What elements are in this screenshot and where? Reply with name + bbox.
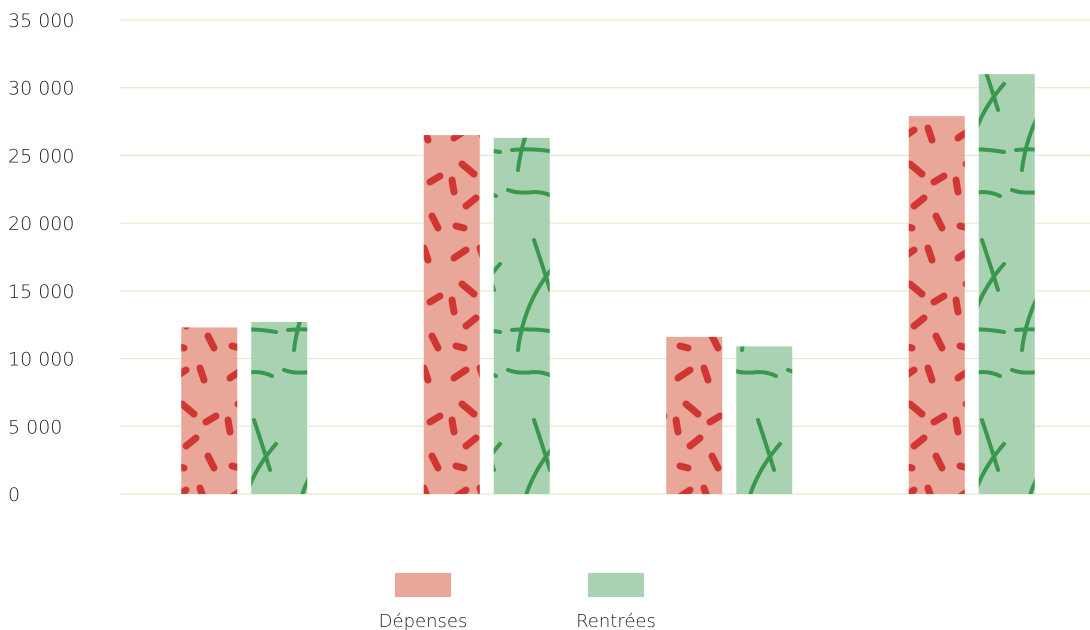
legend-label: Dépenses: [379, 611, 468, 630]
y-tick-label: 35 000: [8, 10, 74, 32]
legend-swatch: [588, 573, 644, 597]
bar-depenses: [423, 135, 480, 494]
y-tick-label: 0: [8, 484, 20, 506]
bar-depenses: [666, 336, 723, 494]
legend-label: Rentrées: [576, 611, 656, 630]
bar-rentrees: [978, 74, 1035, 495]
legend: Dépenses Rentrées: [379, 573, 656, 630]
y-tick-label: 10 000: [8, 349, 74, 371]
legend-item: Rentrées: [576, 573, 656, 630]
y-tick-label: 15 000: [8, 281, 74, 303]
y-tick-label: 25 000: [8, 145, 74, 167]
bar-depenses: [908, 116, 965, 494]
bar-rentrees: [251, 322, 308, 494]
bars: [181, 74, 1035, 495]
bar-rentrees: [493, 137, 550, 494]
legend-item: Dépenses: [379, 573, 468, 630]
y-axis-ticks: 0 5 000 10 000 15 000 20 000 25 000 30 000 35 0…: [8, 10, 74, 506]
bar-depenses: [181, 327, 238, 494]
y-tick-label: 5 000: [8, 416, 62, 438]
bar-rentrees: [736, 346, 793, 494]
y-tick-label: 30 000: [8, 78, 74, 100]
y-tick-label: 20 000: [8, 213, 74, 235]
legend-swatch: [395, 573, 451, 597]
